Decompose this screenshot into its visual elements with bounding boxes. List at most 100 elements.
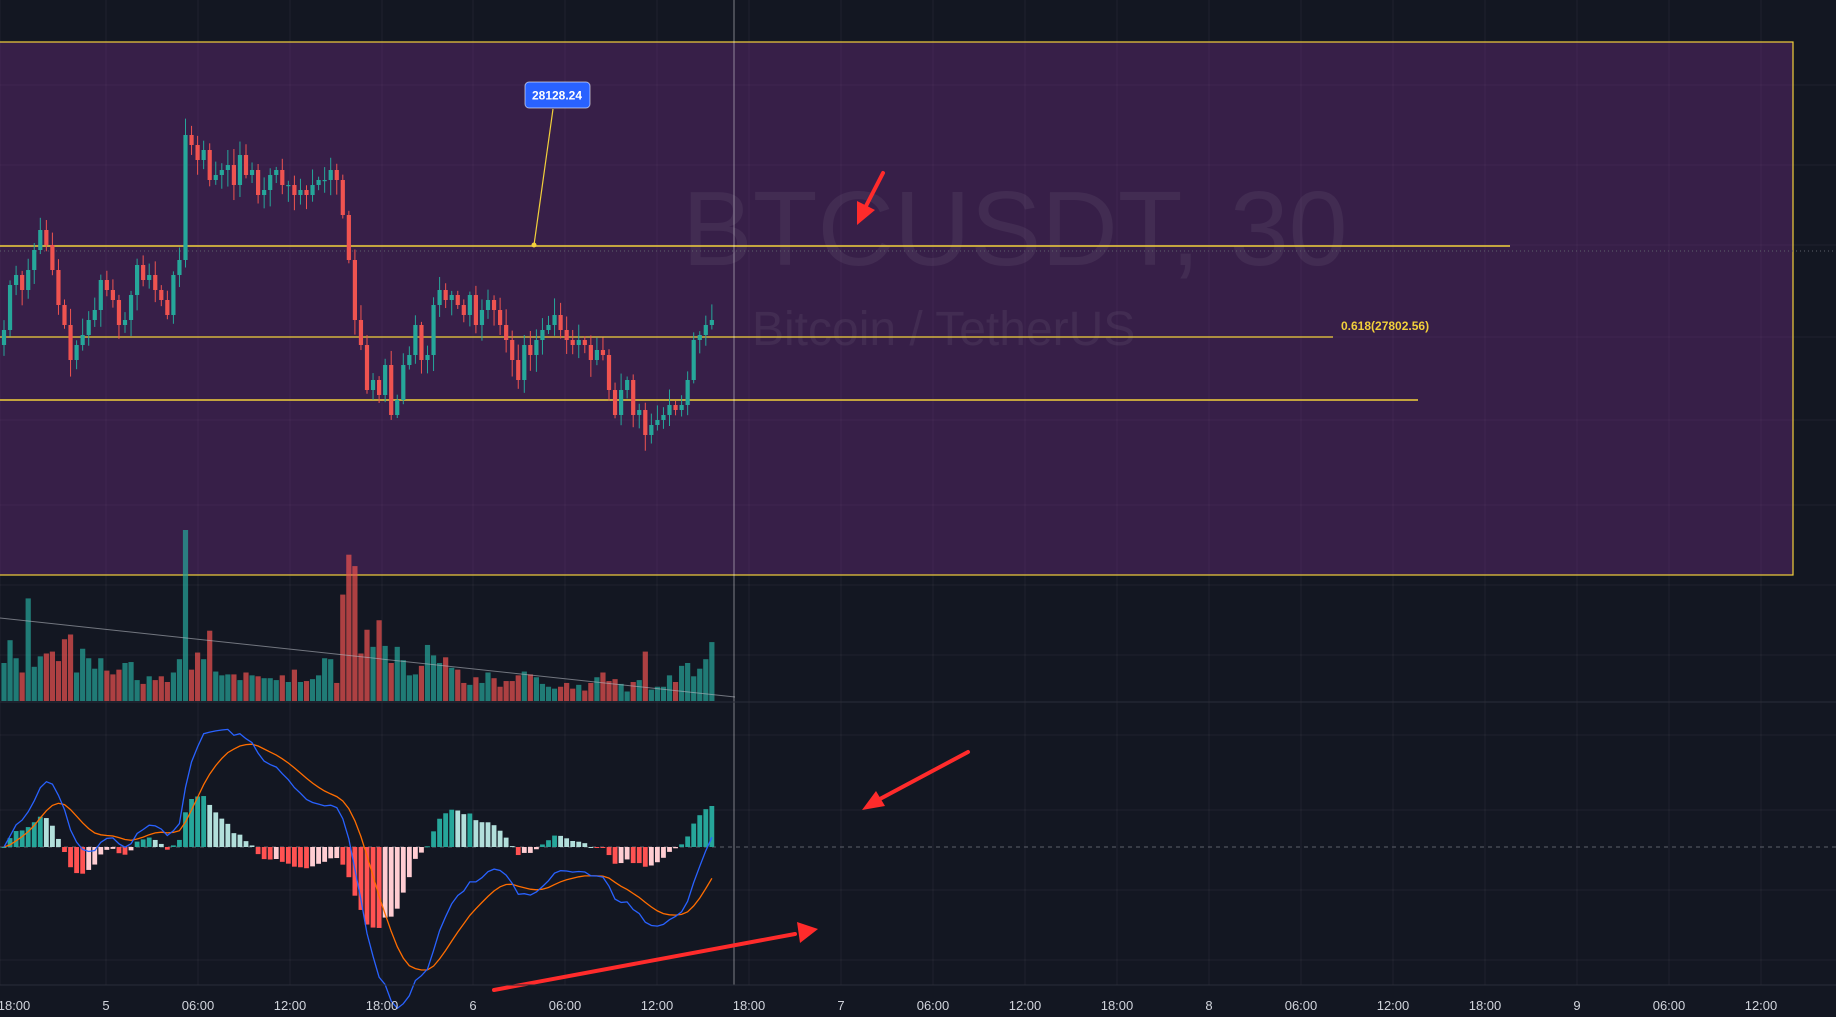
macd-hist-bar-47: [285, 847, 291, 864]
volume-bar-68: [412, 674, 418, 701]
macd-hist-bar-27: [164, 847, 170, 850]
volume-bar-95: [576, 684, 582, 701]
macd-hist-bar-99: [600, 847, 606, 848]
volume-bar-50: [303, 681, 310, 701]
volume-bar-79: [479, 682, 485, 701]
macd-hist-bar-116: [703, 809, 709, 847]
candle-61: [370, 380, 376, 390]
volume-bar-75: [455, 669, 461, 701]
macd-hist-bar-29: [177, 839, 182, 847]
macd-hist-bar-36: [219, 818, 225, 847]
macd-hist-bar-109: [661, 847, 666, 858]
volume-bar-86: [521, 671, 527, 701]
macd-hist-bar-41: [249, 845, 255, 847]
macd-hist-bar-83: [503, 837, 509, 847]
candle-44: [268, 175, 273, 190]
candle-82: [498, 310, 503, 325]
macd-hist-bar-45: [273, 847, 279, 860]
macd-hist-bar-80: [485, 822, 491, 847]
candle-5: [32, 250, 37, 270]
volume-bar-115: [697, 668, 703, 701]
volume-bar-61: [370, 646, 376, 701]
macd-arrow[interactable]: [876, 750, 970, 802]
volume-bar-3: [19, 672, 25, 701]
macd-hist-bar-6: [37, 816, 43, 847]
candle-76: [461, 305, 466, 315]
volume-bar-83: [503, 681, 509, 701]
candle-43: [262, 190, 267, 195]
candle-111: [673, 405, 678, 410]
candle-64: [389, 365, 394, 415]
callout-anchor: [531, 242, 537, 248]
candle-80: [485, 300, 491, 310]
macd-hist-bar-107: [648, 847, 654, 866]
candle-77: [467, 295, 472, 315]
candle-70: [425, 355, 430, 360]
macd-hist-bar-57: [346, 847, 352, 878]
volume-trend-line[interactable]: [0, 617, 736, 698]
candle-92: [558, 315, 563, 330]
volume-bar-89: [539, 683, 546, 701]
macd-hist-bar-40: [243, 841, 249, 847]
time-tick-3: 12:00: [274, 998, 307, 1013]
candle-85: [516, 360, 521, 380]
macd-hist-bar-28: [171, 845, 176, 847]
candle-100: [606, 355, 612, 390]
macd-arrow-head: [862, 791, 885, 810]
macd-hist-bar-102: [618, 847, 624, 864]
candle-17: [104, 280, 109, 290]
volume-bar-21: [128, 662, 134, 701]
time-axis[interactable]: 18:00 5 06:00 12:00 18:00 6 06:00 12:00 18:00 7 06…: [0, 998, 1777, 1013]
macd-hist-bar-49: [298, 847, 303, 868]
highlight-zone[interactable]: [0, 41, 1794, 576]
candle-49: [298, 190, 303, 195]
macd-hist-bar-23: [140, 839, 146, 847]
candle-112: [679, 405, 684, 410]
volume-bar-46: [279, 675, 285, 701]
macd-hist-bar-81: [491, 825, 497, 847]
volume-bar-36: [219, 675, 225, 701]
candle-23: [141, 265, 146, 280]
volume-bar-84: [509, 681, 515, 701]
volume-bar-90: [545, 686, 552, 701]
volume-bar-42: [255, 676, 261, 701]
candle-20: [122, 320, 128, 325]
candle-41: [249, 170, 255, 175]
time-tick-11: 12:00: [1009, 998, 1042, 1013]
volume-bar-100: [606, 681, 612, 701]
candle-1: [7, 285, 13, 330]
volume-bar-88: [533, 677, 539, 701]
macd-hist-bar-94: [570, 840, 576, 847]
volume-bar-99: [600, 672, 606, 701]
annotation-arrows[interactable]: [492, 171, 970, 992]
macd-hist-bar-84: [509, 846, 515, 848]
symbol-watermark: BTCUSDT, 30: [682, 170, 1348, 288]
volume-bar-30: [182, 530, 189, 701]
macd-hist-bar-20: [122, 847, 128, 855]
volume-bar-74: [449, 667, 455, 701]
candle-12: [74, 345, 79, 360]
candle-103: [625, 380, 630, 390]
macd-hist-bar-34: [207, 804, 213, 847]
candle-94: [570, 340, 575, 345]
candle-84: [510, 340, 515, 360]
volume-bar-111: [672, 682, 679, 701]
volume-bar-82: [497, 686, 503, 701]
candle-67: [407, 355, 412, 365]
volume-bar-59: [358, 653, 364, 701]
volume-bar-101: [612, 679, 618, 701]
macd-hist-bar-88: [534, 847, 539, 850]
macd-hist-bar-8: [50, 825, 55, 847]
divergence-arrow[interactable]: [492, 932, 797, 992]
candle-31: [189, 135, 194, 145]
candle-36: [219, 170, 224, 175]
price-arrow[interactable]: [864, 171, 885, 208]
volume-bar-105: [636, 680, 642, 701]
volume-bar-35: [213, 671, 219, 701]
macd-hist-bar-91: [552, 835, 557, 847]
volume-bar-52: [316, 675, 322, 701]
price-callout[interactable]: [524, 81, 591, 109]
candle-101: [612, 390, 618, 415]
